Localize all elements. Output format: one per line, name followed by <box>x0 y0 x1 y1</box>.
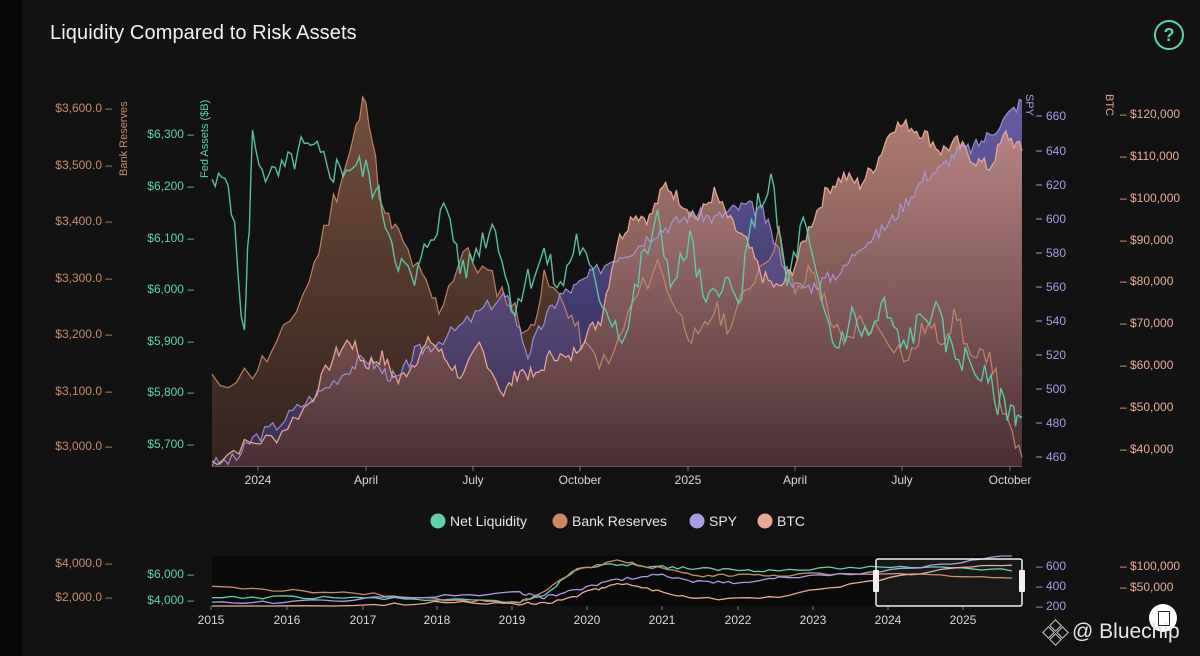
nav-series-spy <box>211 555 1012 605</box>
bank-reserves-tick-label: $3,100.0 – <box>55 384 112 398</box>
fed-assets-tick-label: $6,200 – <box>147 179 194 193</box>
bank-reserves-tick-label: $3,600.0 – <box>55 101 112 115</box>
legend-swatch <box>552 513 568 529</box>
btc-tick-label: – $80,000 <box>1120 274 1174 288</box>
nav-spy-tick: – 600 <box>1036 559 1066 573</box>
spy-tick-label: 620 <box>1046 178 1066 192</box>
bank-reserves-tick-label: $3,000.0 – <box>55 439 112 453</box>
bank-reserves-tick-label: $3,400.0 – <box>55 214 112 228</box>
legend-swatch <box>757 513 773 529</box>
nav-x-tick-label: 2025 <box>950 613 977 627</box>
fed-assets-tick-label: $6,300 – <box>147 127 194 141</box>
nav-fed-assets-tick: $4,000 – <box>147 593 194 607</box>
nav-x-tick-label: 2018 <box>424 613 451 627</box>
page-title: Liquidity Compared to Risk Assets <box>50 22 357 44</box>
nav-btc-tick: – $100,000 <box>1120 559 1180 573</box>
x-tick-label: July <box>891 473 912 487</box>
legend-item-btc[interactable]: BTC <box>757 513 806 529</box>
nav-x-tick-label: 2016 <box>274 613 301 627</box>
nav-x-tick-label: 2017 <box>350 613 377 627</box>
x-tick-label: April <box>783 473 807 487</box>
x-tick-label: April <box>354 473 378 487</box>
legend-item-bank-reserves[interactable]: Bank Reserves <box>552 513 667 529</box>
spy-tick-label: 460 <box>1046 450 1066 464</box>
bank-reserves-tick-label: $3,300.0 – <box>55 271 112 285</box>
nav-x-tick-label: 2023 <box>800 613 827 627</box>
spy-axis-label: SPY <box>1023 94 1035 117</box>
nav-bank-reserves-tick: $2,000.0 – <box>55 590 112 604</box>
fed-assets-axis-label: Fed Assets ($B) <box>199 100 211 178</box>
btc-tick-label: – $40,000 <box>1120 442 1174 456</box>
spy-tick-label: 560 <box>1046 280 1066 294</box>
spy-tick-label: 660 <box>1046 109 1066 123</box>
navigator-selection-window[interactable] <box>875 558 1023 607</box>
spy-tick-label: 640 <box>1046 144 1066 158</box>
legend-label: SPY <box>709 513 738 529</box>
legend-swatch <box>430 513 446 529</box>
nav-spy-tick: – 200 <box>1036 599 1066 613</box>
x-tick-label: 2025 <box>675 473 702 487</box>
x-tick-label: 2024 <box>245 473 272 487</box>
bank-reserves-tick-label: $3,200.0 – <box>55 327 112 341</box>
nav-btc-tick: – $50,000 <box>1120 580 1174 594</box>
x-tick-label: October <box>559 473 602 487</box>
spy-tick-label: 580 <box>1046 246 1066 260</box>
spy-tick-label: 540 <box>1046 314 1066 328</box>
nav-x-tick-label: 2020 <box>574 613 601 627</box>
nav-spy-tick: – 400 <box>1036 579 1066 593</box>
left-edge-strip <box>0 0 22 656</box>
navigator-right-handle[interactable] <box>1019 570 1025 592</box>
nav-series-btc <box>212 564 1012 607</box>
nav-x-tick-label: 2015 <box>198 613 225 627</box>
navigator-left-handle[interactable] <box>873 570 879 592</box>
btc-tick-label: – $100,000 <box>1120 191 1180 205</box>
x-tick-label: July <box>462 473 483 487</box>
legend-item-spy[interactable]: SPY <box>689 513 738 529</box>
nav-series-net-liquidity <box>212 563 1013 604</box>
brand-watermark: @ Bluechip <box>1042 619 1180 646</box>
btc-line <box>211 117 1023 466</box>
nav-x-tick-label: 2022 <box>725 613 752 627</box>
fed-assets-tick-label: $5,700 – <box>147 437 194 451</box>
spy-tick-label: 600 <box>1046 212 1066 226</box>
fed-assets-tick-label: $5,900 – <box>147 334 194 348</box>
btc-tick-label: – $120,000 <box>1120 107 1180 121</box>
spy-tick-label: 520 <box>1046 348 1066 362</box>
btc-tick-label: – $50,000 <box>1120 400 1174 414</box>
spy-line <box>211 98 1023 467</box>
legend-swatch <box>689 513 705 529</box>
nav-fed-assets-tick: $6,000 – <box>147 567 194 581</box>
legend-label: Bank Reserves <box>572 513 667 529</box>
nav-bank-reserves-tick: $4,000.0 – <box>55 556 112 570</box>
binance-logo-icon <box>1042 619 1069 646</box>
net-liquidity-line <box>211 129 1023 427</box>
bank-reserves-tick-label: $3,500.0 – <box>55 158 112 172</box>
nav-x-tick-label: 2019 <box>499 613 526 627</box>
btc-tick-label: – $60,000 <box>1120 358 1174 372</box>
spy-tick-label: 480 <box>1046 416 1066 430</box>
btc-tick-label: – $90,000 <box>1120 233 1174 247</box>
help-icon[interactable]: ? <box>1154 20 1184 50</box>
legend-label: BTC <box>777 513 805 529</box>
btc-tick-label: – $70,000 <box>1120 316 1174 330</box>
bank-reserves-axis-label: Bank Reserves <box>118 101 130 176</box>
spy-tick-label: 500 <box>1046 382 1066 396</box>
nav-x-tick-label: 2021 <box>649 613 676 627</box>
fed-assets-tick-label: $6,000 – <box>147 282 194 296</box>
legend-label: Net Liquidity <box>450 513 527 529</box>
brand-text: @ Bluechip <box>1072 620 1180 643</box>
btc-tick-label: – $110,000 <box>1120 149 1179 163</box>
nav-x-tick-label: 2024 <box>875 613 902 627</box>
btc-area <box>212 119 1022 466</box>
bank-reserves-line <box>211 95 1023 458</box>
x-tick-label: October <box>989 473 1032 487</box>
legend-item-net-liquidity[interactable]: Net Liquidity <box>430 513 528 529</box>
btc-axis-label: BTC <box>1103 94 1115 116</box>
fed-assets-tick-label: $5,800 – <box>147 385 194 399</box>
document-icon[interactable] <box>1149 604 1177 632</box>
fed-assets-tick-label: $6,100 – <box>147 231 194 245</box>
